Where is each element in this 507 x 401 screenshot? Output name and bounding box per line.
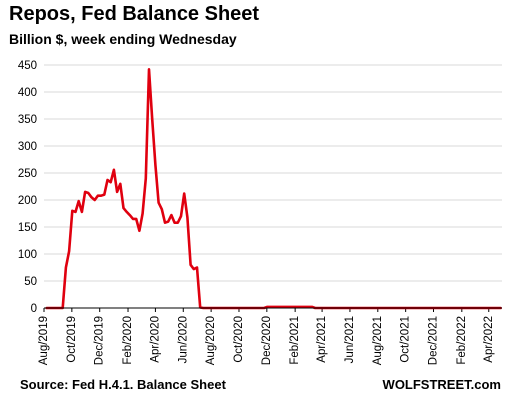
brand-label: WOLFSTREET.com bbox=[382, 377, 501, 392]
source-note: Source: Fed H.4.1. Balance Sheet bbox=[20, 377, 226, 392]
chart-subtitle: Billion $, week ending Wednesday bbox=[9, 31, 237, 47]
chart-title: Repos, Fed Balance Sheet bbox=[9, 3, 260, 25]
y-tick-label: 350 bbox=[18, 114, 37, 126]
x-tick-label: Dec/2021 bbox=[428, 316, 440, 365]
y-tick-label: 150 bbox=[18, 222, 37, 234]
series-group bbox=[45, 68, 502, 310]
x-tick-label: Dec/2020 bbox=[261, 316, 273, 365]
x-tick-label: Aug/2021 bbox=[372, 316, 384, 365]
x-tick-label: Jun/2021 bbox=[344, 316, 356, 363]
series-line-0 bbox=[45, 68, 502, 310]
y-tick-label: 0 bbox=[31, 303, 37, 315]
x-axis-ticks: Aug/2019 Oct/2019 Dec/2019 Feb/2020 Apr/2020… bbox=[38, 308, 495, 365]
x-tick-label: Oct/2021 bbox=[400, 316, 412, 363]
y-tick-label: 300 bbox=[18, 141, 37, 153]
x-tick-label: Dec/2019 bbox=[94, 316, 106, 365]
x-tick-label: Jun/2020 bbox=[177, 316, 189, 363]
x-tick-label: Aug/2019 bbox=[38, 316, 50, 365]
y-tick-label: 400 bbox=[18, 87, 37, 99]
x-tick-label: Apr/2022 bbox=[483, 316, 495, 363]
y-axis-ticks: 0 50 100 150 200 250 300 350 400 450 bbox=[18, 60, 37, 315]
x-tick-label: Oct/2019 bbox=[66, 316, 78, 363]
y-tick-label: 50 bbox=[24, 276, 37, 288]
y-tick-label: 200 bbox=[18, 195, 37, 207]
x-tick-label: Feb/2020 bbox=[122, 316, 134, 365]
x-tick-label: Feb/2022 bbox=[456, 316, 468, 365]
x-tick-label: Apr/2020 bbox=[149, 316, 161, 363]
y-tick-label: 100 bbox=[18, 249, 37, 261]
x-tick-label: Aug/2020 bbox=[205, 316, 217, 365]
x-tick-label: Feb/2021 bbox=[289, 316, 301, 365]
x-tick-label: Apr/2021 bbox=[316, 316, 328, 363]
y-tick-label: 250 bbox=[18, 168, 37, 180]
x-tick-label: Oct/2020 bbox=[233, 316, 245, 363]
gridlines bbox=[44, 64, 502, 282]
y-tick-label: 450 bbox=[18, 60, 37, 72]
